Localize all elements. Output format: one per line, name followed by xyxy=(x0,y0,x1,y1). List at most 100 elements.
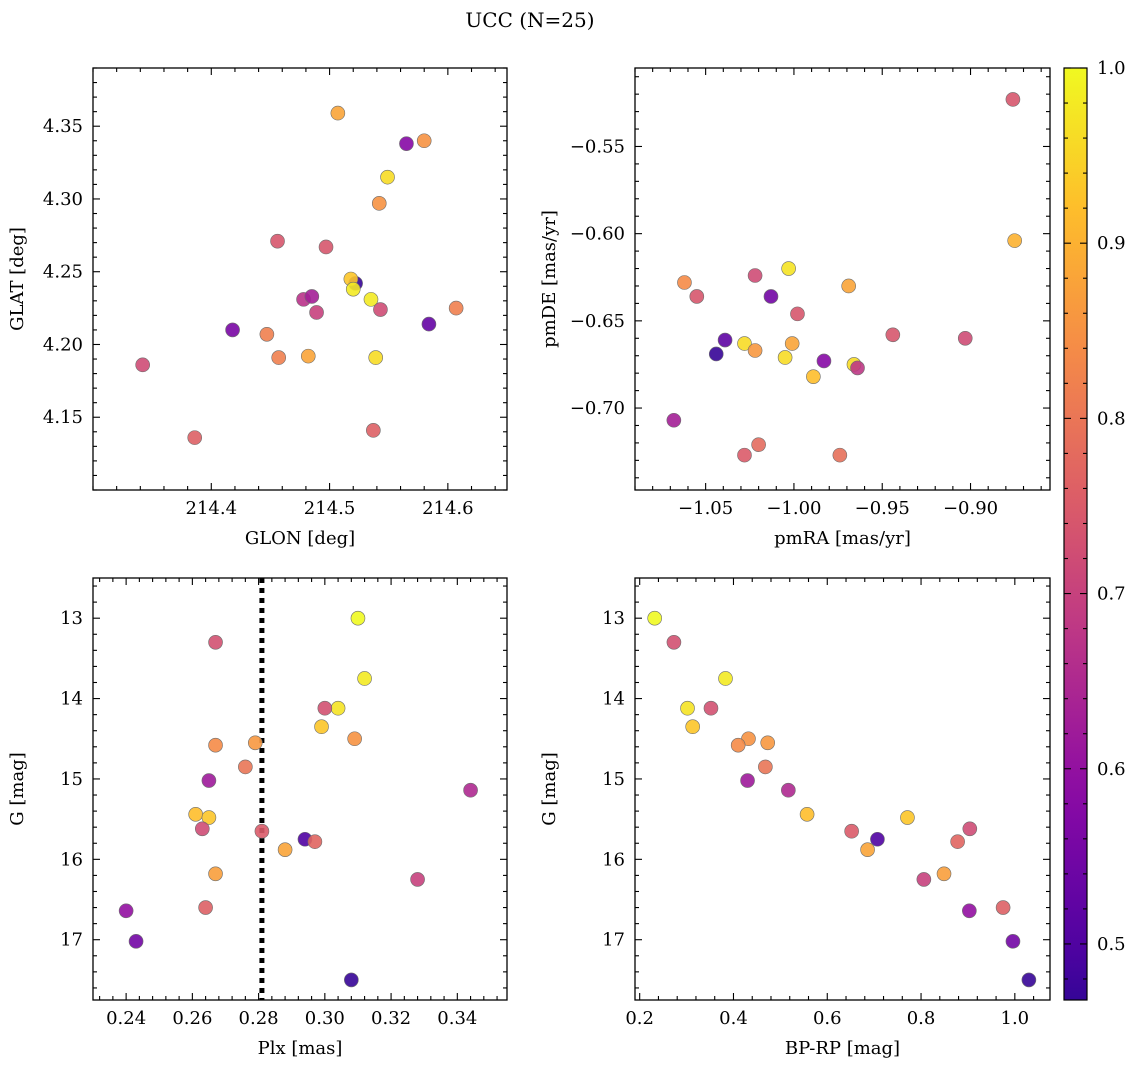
data-point xyxy=(363,292,379,307)
y-tick-label: 16 xyxy=(60,849,83,870)
x-axis-label: BP-RP [mag] xyxy=(785,1038,900,1059)
data-point xyxy=(270,233,285,249)
x-tick-label: −0.90 xyxy=(943,498,998,519)
y-tick-label: 4.35 xyxy=(43,116,83,137)
x-tick-label: 214.6 xyxy=(422,498,474,519)
data-point xyxy=(314,719,329,735)
colorbar-tick-label: 0.8 xyxy=(1097,408,1126,429)
panel-top-left: 214.4 214.5 214.6 4.15 4.20 4.25 4.30 4.35 GLON … xyxy=(7,67,508,549)
data-point xyxy=(271,350,287,365)
data-point xyxy=(201,810,217,825)
scatter-points xyxy=(647,610,1037,988)
x-tick-label: 1.0 xyxy=(1001,1008,1030,1029)
y-tick-label: 13 xyxy=(602,608,625,629)
y-tick-label: −0.70 xyxy=(570,398,625,419)
x-tick-label: 0.30 xyxy=(305,1008,345,1029)
x-tick-label: −0.95 xyxy=(855,498,910,519)
data-point xyxy=(781,782,796,798)
data-point xyxy=(300,348,316,364)
data-point xyxy=(421,316,437,332)
data-point xyxy=(799,807,815,822)
data-point xyxy=(345,281,361,297)
data-point xyxy=(380,169,395,185)
data-point xyxy=(841,278,856,294)
y-axis-label: G [mag] xyxy=(7,752,28,825)
data-point xyxy=(900,810,915,825)
colorbar-tick-label: 1.0 xyxy=(1097,58,1126,79)
data-point xyxy=(1005,934,1021,949)
x-axis-label: pmRA [mas/yr] xyxy=(774,528,911,549)
data-point xyxy=(254,823,270,839)
data-point xyxy=(844,823,859,839)
ticks xyxy=(92,67,507,491)
data-point xyxy=(666,635,682,650)
data-point xyxy=(371,196,387,211)
x-axis-label: Plx [mas] xyxy=(258,1038,343,1059)
data-point xyxy=(135,357,150,373)
y-tick-label: −0.55 xyxy=(570,136,625,157)
y-tick-label: 4.15 xyxy=(43,407,83,428)
plot-frame xyxy=(92,67,508,491)
y-tick-label: 4.20 xyxy=(43,334,83,355)
colorbar: 0.5 0.6 0.7 0.8 0.9 1.0 xyxy=(1063,58,1126,1001)
data-point xyxy=(225,322,240,338)
x-tick-label: −1.00 xyxy=(766,498,821,519)
data-point xyxy=(208,635,223,650)
plot-frame xyxy=(634,67,1051,491)
x-tick-label: 0.2 xyxy=(625,1008,654,1029)
scatter-points xyxy=(666,92,1022,463)
data-point xyxy=(737,447,752,463)
colorbar-tick-label: 0.5 xyxy=(1097,934,1126,955)
x-tick-label: 0.26 xyxy=(172,1008,212,1029)
y-tick-label: 17 xyxy=(602,930,625,951)
x-tick-label: 0.6 xyxy=(813,1008,842,1029)
data-point xyxy=(747,268,763,283)
y-axis-label: pmDE [mas/yr] xyxy=(539,210,560,348)
data-point xyxy=(703,700,719,716)
data-point xyxy=(347,731,362,747)
data-point xyxy=(1021,972,1037,988)
x-tick-label: 0.28 xyxy=(239,1008,279,1029)
data-point xyxy=(957,330,973,346)
data-point xyxy=(962,903,977,919)
x-tick-label: 0.8 xyxy=(907,1008,936,1029)
data-point xyxy=(198,900,213,915)
y-tick-label: 4.30 xyxy=(43,189,83,210)
y-tick-label: 13 xyxy=(60,608,83,629)
figure-title: UCC (N=25) xyxy=(465,8,594,32)
scatter-points xyxy=(118,610,478,988)
data-point xyxy=(760,735,776,751)
data-point xyxy=(247,735,263,751)
data-point xyxy=(373,302,388,317)
y-tick-label: 17 xyxy=(60,930,83,951)
data-point xyxy=(238,759,253,775)
x-tick-label: 0.24 xyxy=(106,1008,146,1029)
data-point xyxy=(350,610,366,626)
data-point xyxy=(717,332,733,348)
x-tick-label: 214.5 xyxy=(304,498,356,519)
data-point xyxy=(128,934,144,949)
data-point xyxy=(318,239,334,255)
x-axis-label: GLON [deg] xyxy=(245,528,355,549)
ticks xyxy=(635,578,1050,1000)
data-point xyxy=(718,671,733,686)
ticks xyxy=(634,68,1050,490)
x-tick-label: 0.4 xyxy=(719,1008,748,1029)
colorbar-gradient xyxy=(1063,67,1088,1001)
data-point xyxy=(304,289,320,304)
data-point xyxy=(1007,233,1022,248)
data-point xyxy=(777,350,793,365)
data-point xyxy=(708,346,724,362)
data-point xyxy=(366,423,381,438)
data-point xyxy=(885,327,901,343)
data-point xyxy=(995,900,1011,915)
panels: 214.4 214.5 214.6 4.15 4.20 4.25 4.30 4.35 GLON … xyxy=(7,67,1051,1059)
data-point xyxy=(832,447,848,463)
data-point xyxy=(330,105,346,121)
colorbar-tick-label: 0.7 xyxy=(1097,584,1126,605)
data-point xyxy=(850,360,865,376)
y-tick-label: −0.60 xyxy=(570,224,625,245)
y-tick-label: 4.25 xyxy=(43,262,83,283)
ticks xyxy=(93,578,507,1000)
data-point xyxy=(950,834,965,849)
